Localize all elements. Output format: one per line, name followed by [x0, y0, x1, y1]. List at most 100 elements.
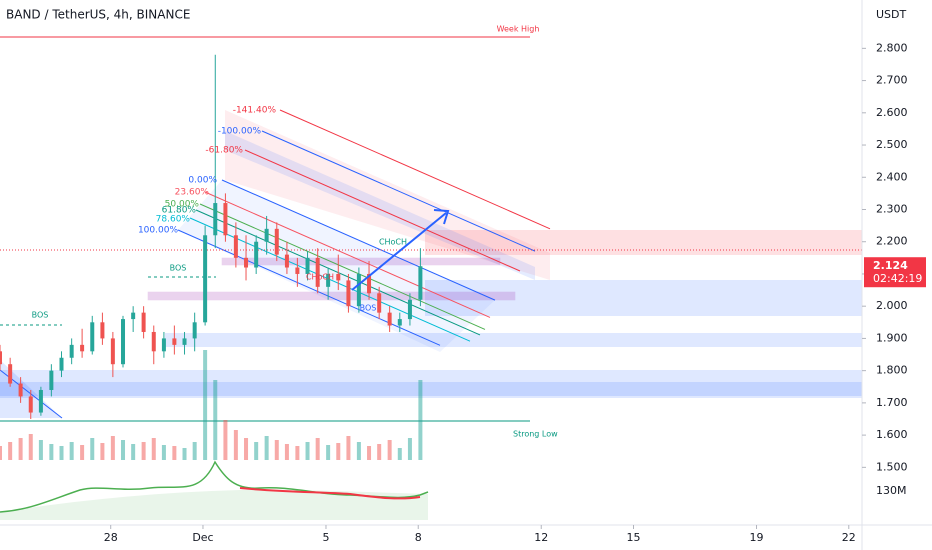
oscillator-fill [0, 489, 428, 520]
candle-body [295, 267, 300, 274]
volume-bar [172, 446, 177, 460]
candle-body [161, 338, 166, 352]
volume-bar [151, 438, 156, 460]
fib-line [199, 203, 486, 330]
title: BAND / TetherUS, 4h, BINANCE [6, 8, 190, 22]
annotation: Strong Low [513, 430, 558, 439]
candle-body [244, 257, 249, 268]
fib-line [221, 179, 496, 301]
annotation: -100.00% [218, 127, 262, 137]
volume-bar [213, 380, 218, 460]
volume-bar [295, 446, 300, 460]
x-tick-label: Dec [192, 531, 213, 544]
candle-body [203, 235, 208, 323]
candle-body [387, 312, 392, 326]
y-tick-label: 1.900 [876, 331, 908, 344]
fib-line [204, 191, 491, 318]
annotation: 78.60% [156, 215, 191, 225]
volume-bar [284, 444, 289, 460]
annotation: CHoCH [379, 238, 407, 247]
candle-body [49, 370, 54, 390]
fib-fill [178, 180, 495, 352]
volume-bar [203, 350, 208, 460]
demand-zone [0, 382, 862, 396]
volume-bar [90, 438, 95, 460]
volume-bar [38, 440, 43, 460]
arrow [351, 212, 447, 291]
annotation: 61.80% [162, 206, 197, 216]
annotation: Week High [497, 25, 540, 34]
volume-bar [264, 436, 269, 460]
y-tick-label: 1.700 [876, 396, 908, 409]
candle-body [38, 389, 43, 413]
candle-body [223, 203, 228, 236]
candle-body [274, 228, 279, 255]
last-price-box [864, 257, 926, 288]
candle-body [131, 312, 136, 320]
volume-bar [131, 444, 136, 460]
x-tick-label: 8 [415, 531, 422, 544]
volume-bar [326, 445, 331, 460]
annotation: BOS [32, 311, 49, 320]
last-price: 2.124 [873, 259, 908, 272]
candle-body [141, 312, 146, 332]
annotation: 50.00% [165, 200, 200, 210]
fib-line [244, 149, 521, 272]
volume-bar [346, 436, 351, 460]
x-tick-label: 15 [627, 531, 641, 544]
volume-bar [49, 444, 54, 460]
x-tick-label: 5 [322, 531, 329, 544]
candle-body [407, 299, 412, 320]
candle-body [8, 364, 13, 384]
oscillator-neg [239, 487, 421, 500]
candle-body [326, 273, 331, 287]
volume-bar [336, 443, 341, 460]
volume-bar [223, 420, 228, 460]
fib-line [279, 109, 551, 230]
candle-body [172, 338, 177, 345]
annotation: -141.40% [233, 106, 277, 116]
candle-body [0, 351, 2, 365]
volume-bar [192, 442, 197, 460]
annotation: 23.60% [175, 188, 210, 198]
candle-body [418, 266, 423, 300]
candle-body [90, 322, 95, 352]
volume-bar [407, 438, 412, 460]
candle-body [254, 241, 259, 268]
candle-body [192, 322, 197, 339]
candle-body [28, 396, 33, 413]
candle-body [213, 203, 218, 236]
demand-zone [425, 280, 862, 316]
volume-bar [418, 380, 423, 460]
candle-body [18, 383, 23, 397]
candle-body [233, 235, 238, 258]
time-axis [0, 525, 932, 550]
candle-body [315, 257, 320, 287]
candle-body [346, 280, 351, 307]
volume-bar [100, 443, 105, 460]
x-tick-label: 22 [842, 531, 856, 544]
volume-bar [18, 438, 23, 460]
candle-body [397, 319, 402, 326]
x-tick-label: 28 [104, 531, 118, 544]
annotation: CHoCH [306, 273, 334, 282]
channel-fill [0, 360, 62, 418]
order-block [147, 291, 516, 301]
y-tick-label: 1.800 [876, 364, 908, 377]
candle-body [80, 344, 85, 352]
candle-body [110, 338, 115, 365]
volume-bar [397, 448, 402, 460]
volume-bar [161, 445, 166, 460]
fib-fill [225, 110, 550, 280]
y-tick-label: 1.600 [876, 428, 908, 441]
y-tick-label: 2.600 [876, 106, 908, 119]
y-tick-label: 2.700 [876, 74, 908, 87]
fib-line [177, 229, 441, 346]
annotation: -61.80% [205, 146, 243, 156]
demand-zone [0, 370, 862, 398]
volume-bar [244, 438, 249, 460]
y-tick-label: 2.300 [876, 202, 908, 215]
y-tick-label: 2.200 [876, 235, 908, 248]
